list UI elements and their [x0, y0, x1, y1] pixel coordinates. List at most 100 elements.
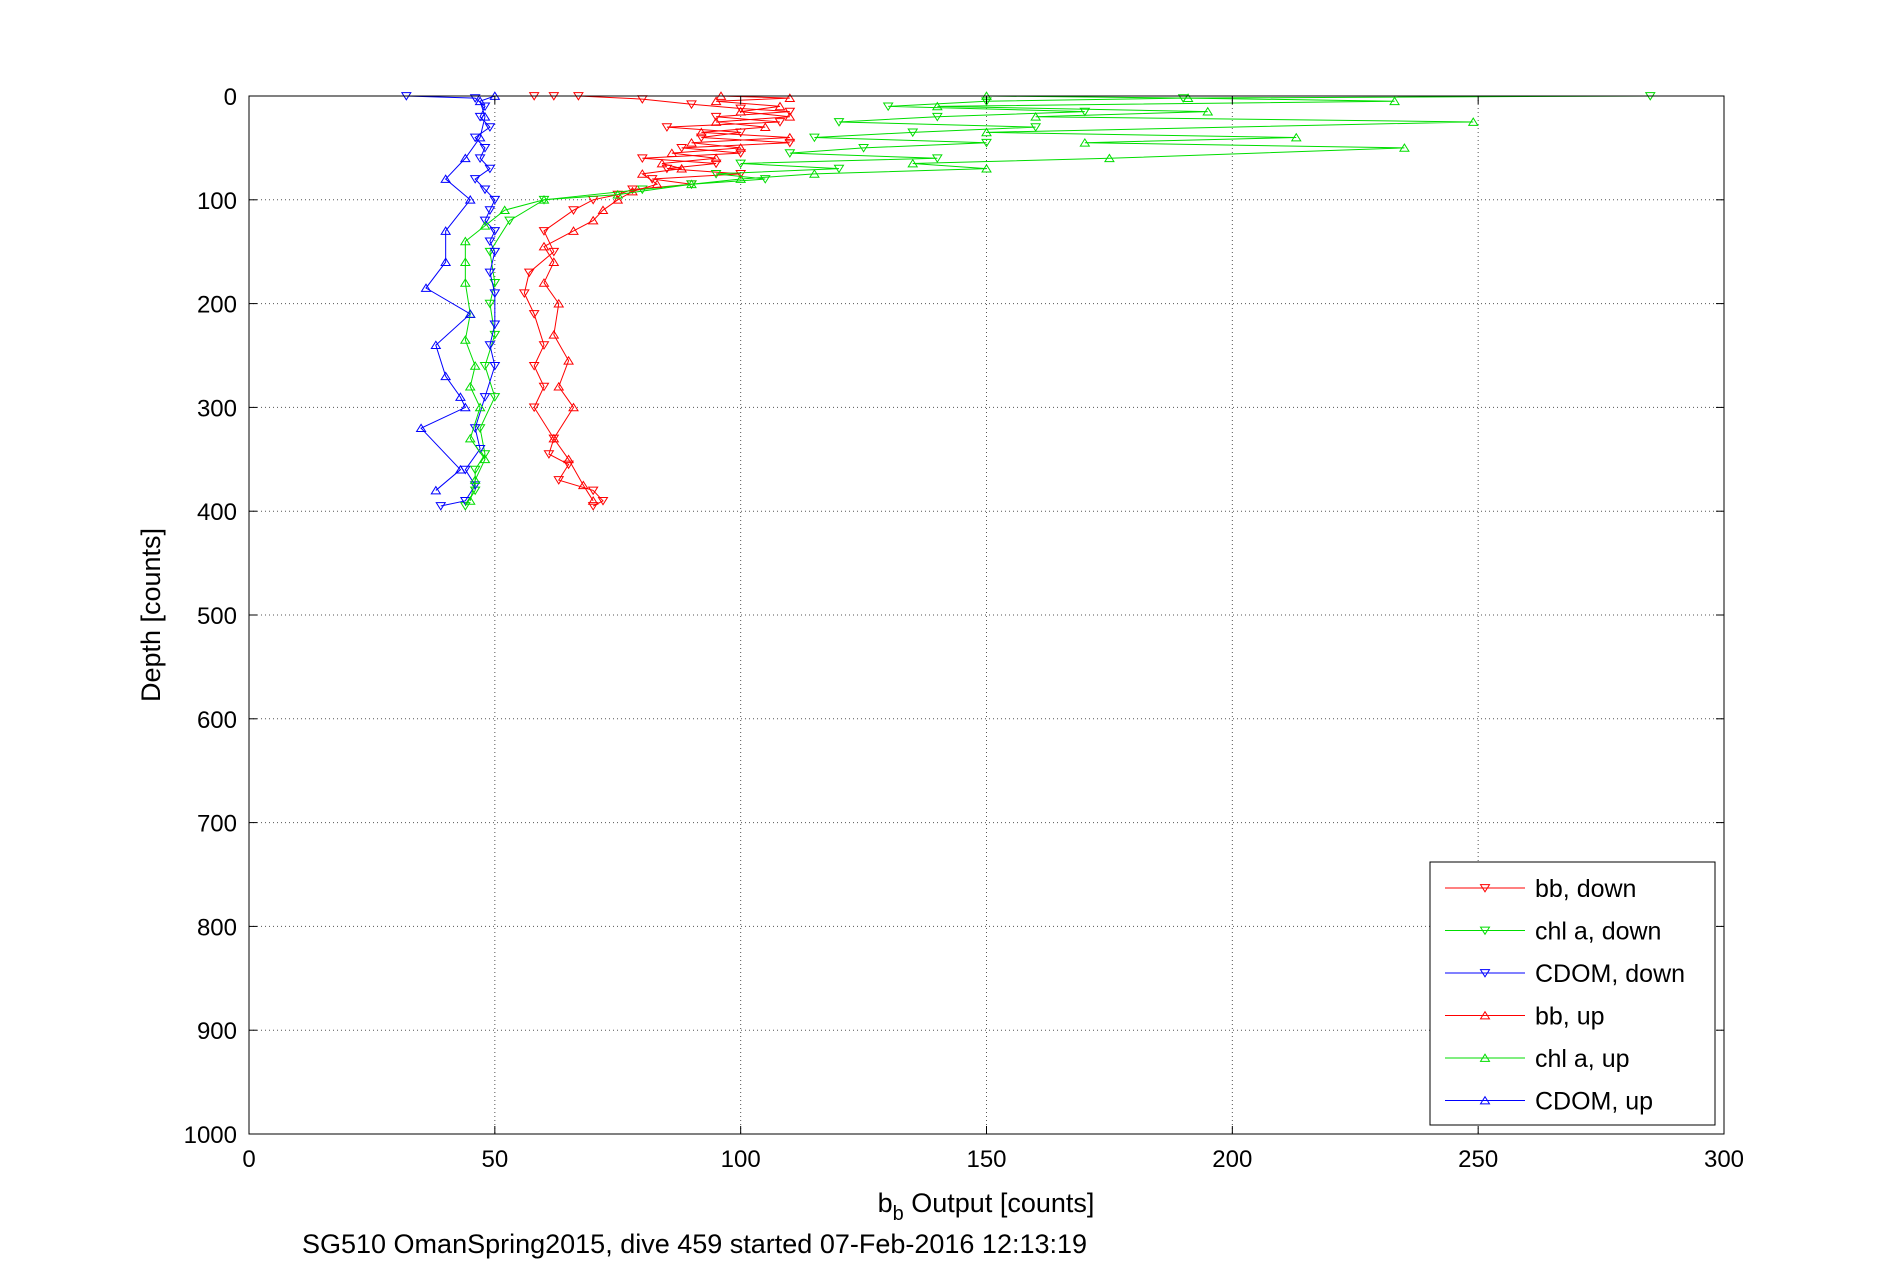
- x-axis-label-subscript: b: [893, 1203, 904, 1225]
- data-point: [568, 402, 579, 412]
- data-point: [627, 186, 638, 196]
- data-point: [538, 278, 550, 287]
- data-point: [479, 144, 491, 153]
- data-point: [735, 106, 747, 116]
- data-point: [695, 133, 707, 143]
- data-point: [907, 128, 919, 138]
- data-point: [479, 393, 491, 402]
- data-point: [710, 96, 722, 106]
- data-point: [612, 189, 624, 199]
- data-point: [587, 215, 599, 225]
- data-point: [479, 450, 491, 459]
- y-tick-label: 0: [224, 84, 237, 111]
- data-point: [587, 486, 599, 496]
- data-point: [587, 496, 599, 505]
- data-point: [735, 169, 747, 179]
- data-point: [484, 268, 496, 278]
- data-point: [489, 195, 501, 205]
- data-point: [479, 185, 491, 195]
- data-point: [568, 226, 579, 235]
- data-point: [553, 476, 565, 485]
- data-point: [484, 341, 496, 350]
- data-point: [469, 361, 481, 370]
- data-point: [538, 195, 550, 204]
- data-point: [686, 100, 697, 110]
- data-point: [981, 127, 992, 137]
- data-point: [656, 158, 668, 168]
- x-axis-label-rest: Output [counts]: [904, 1188, 1095, 1218]
- data-point: [784, 107, 796, 117]
- y-tick-label: 900: [197, 1018, 237, 1045]
- data-point: [548, 433, 560, 443]
- x-tick-label: 300: [1704, 1146, 1744, 1173]
- legend: bb, down chl a, down CDOM, down bb, up chl a…: [1429, 861, 1716, 1126]
- data-point: [1079, 137, 1091, 147]
- data-point: [459, 402, 471, 412]
- data-point: [907, 158, 919, 168]
- data-point: [518, 289, 530, 298]
- data-point: [548, 257, 560, 266]
- legend-marker: [1479, 1053, 1491, 1062]
- data-point: [420, 283, 432, 292]
- y-axis-ticks: 0 100 200 300 400 500 600 700 800 900 1000: [184, 84, 1724, 1149]
- data-point: [784, 132, 796, 142]
- data-point: [666, 148, 678, 157]
- data-point: [459, 335, 471, 344]
- data-point: [553, 381, 565, 391]
- legend-box: [1429, 861, 1716, 1126]
- legend-item: bb, up: [1445, 1003, 1605, 1031]
- series-bb-up: [538, 91, 796, 505]
- data-point: [597, 205, 609, 215]
- y-axis-label: Depth [counts]: [136, 528, 166, 702]
- data-point: [440, 174, 452, 183]
- series-line: [420, 95, 495, 491]
- legend-label: bb, down: [1535, 875, 1636, 903]
- data-point: [735, 143, 747, 152]
- data-point: [430, 340, 442, 349]
- data-point: [469, 465, 481, 475]
- data-point: [784, 138, 796, 148]
- data-point: [484, 237, 496, 247]
- data-point: [931, 112, 943, 122]
- data-point: [563, 454, 574, 464]
- data-point: [528, 403, 540, 413]
- data-point: [1079, 107, 1091, 117]
- data-point: [735, 174, 747, 183]
- data-point: [430, 485, 442, 495]
- y-tick-label: 200: [197, 292, 237, 319]
- data-point: [931, 154, 943, 164]
- x-tick-label: 250: [1458, 1146, 1498, 1173]
- data-point: [474, 154, 486, 164]
- data-point: [464, 309, 476, 318]
- data-point: [464, 195, 476, 204]
- data-point: [577, 480, 589, 490]
- data-point: [568, 206, 579, 215]
- data-point: [1202, 106, 1214, 116]
- data-point: [479, 111, 491, 121]
- data-point: [469, 424, 481, 433]
- data-point: [528, 310, 540, 319]
- legend-label: CDOM, down: [1535, 960, 1685, 988]
- data-point: [1399, 143, 1410, 152]
- data-point: [474, 96, 486, 106]
- data-point: [479, 362, 491, 371]
- legend-marker: [1479, 969, 1491, 978]
- data-point: [1467, 117, 1479, 126]
- data-point: [563, 460, 574, 470]
- y-tick-label: 600: [197, 707, 237, 734]
- legend-label: chl a, up: [1535, 1045, 1630, 1073]
- data-point: [710, 112, 722, 122]
- data-point: [627, 185, 638, 195]
- data-point: [1030, 123, 1042, 132]
- y-tick-label: 400: [197, 499, 237, 526]
- data-point: [543, 450, 555, 459]
- data-point: [440, 226, 452, 235]
- data-point: [1182, 93, 1194, 102]
- x-tick-label: 150: [966, 1146, 1006, 1173]
- data-point: [440, 257, 452, 266]
- data-point: [489, 247, 501, 257]
- data-point: [636, 154, 648, 164]
- data-point: [415, 423, 427, 433]
- data-point: [523, 268, 535, 278]
- data-point: [459, 278, 471, 287]
